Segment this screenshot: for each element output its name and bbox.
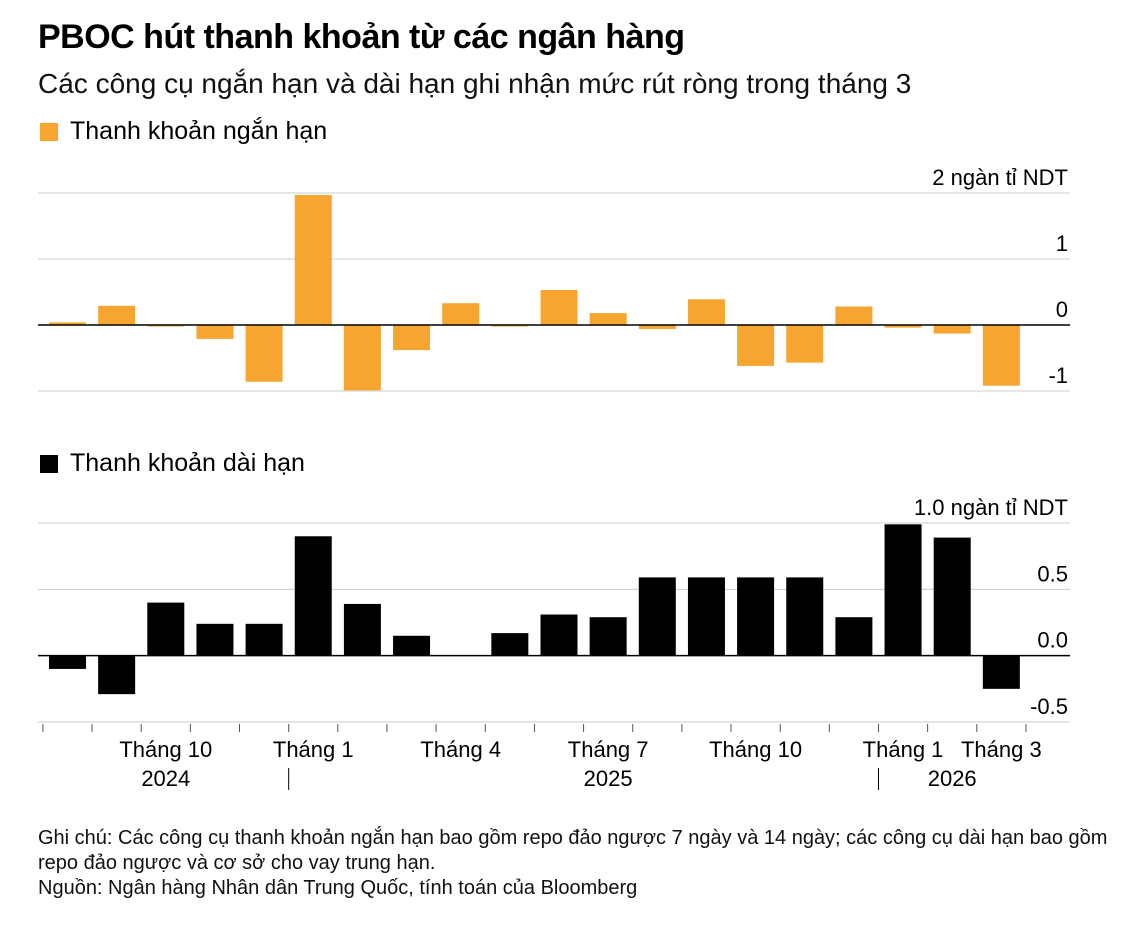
legend-long-swatch (40, 454, 58, 473)
long-bar (540, 614, 578, 656)
long-ytick-label: 0.0 (1037, 628, 1068, 653)
short-bar (687, 299, 725, 325)
short-bar (835, 306, 873, 325)
long-bar (884, 524, 922, 656)
x-month-label: Tháng 3 (961, 737, 1042, 762)
long-bar (737, 577, 775, 656)
short-bar (638, 325, 676, 329)
short-ytick-label: 0 (1056, 297, 1068, 322)
x-year-label: 2024 (141, 766, 190, 791)
short-bar (196, 325, 234, 339)
x-year-label: 2025 (584, 766, 633, 791)
long-ytick-label: 1.0 ngàn tỉ NDT (914, 495, 1068, 520)
chart-title: PBOC hút thanh khoản từ các ngân hàng (38, 18, 685, 56)
legend-short-label: Thanh khoản ngắn hạn (70, 117, 328, 145)
long-bar (982, 655, 1020, 689)
short-bar (393, 325, 431, 351)
legend-long-label: Thanh khoản dài hạn (70, 449, 305, 477)
x-month-label: Tháng 4 (420, 737, 501, 762)
short-bar (786, 325, 824, 363)
short-ytick-label: -1 (1048, 363, 1068, 388)
short-bar (884, 325, 922, 328)
chart-notes: Ghi chú: Các công cụ thanh khoản ngắn hạ… (38, 826, 1118, 901)
long-bar (49, 655, 86, 669)
short-ytick-label: 2 ngàn tỉ NDT (932, 165, 1068, 190)
source-text: Nguồn: Ngân hàng Nhân dân Trung Quốc, tí… (38, 877, 638, 899)
short-bar (49, 322, 86, 325)
long-bar (245, 623, 283, 656)
short-ytick-label: 1 (1056, 231, 1068, 256)
chart-subtitle: Các công cụ ngắn hạn và dài hạn ghi nhận… (38, 68, 912, 99)
long-bar (933, 537, 971, 656)
long-bar (835, 617, 873, 656)
long-bar (294, 536, 332, 656)
short-bar (982, 325, 1020, 386)
short-bar (589, 313, 627, 325)
short-bar (933, 325, 971, 334)
short-bar (442, 303, 480, 325)
x-month-label: Tháng 10 (709, 737, 802, 762)
long-bar (393, 635, 431, 656)
x-month-label: Tháng 10 (119, 737, 212, 762)
long-bar (687, 577, 725, 656)
short-bar (294, 194, 332, 325)
x-month-label: Tháng 1 (863, 737, 944, 762)
x-month-label: Tháng 1 (273, 737, 354, 762)
legend-short-term: Thanh khoản ngắn hạn (40, 117, 327, 146)
long-bar (638, 577, 676, 656)
long-bar (343, 603, 381, 656)
legend-long-term: Thanh khoản dài hạn (40, 449, 305, 478)
short-bar (98, 305, 136, 325)
long-ytick-label: 0.5 (1037, 561, 1068, 586)
long-bar (491, 633, 529, 656)
long-bar (98, 655, 136, 695)
legend-short-swatch (40, 122, 58, 141)
note-text: Ghi chú: Các công cụ thanh khoản ngắn hạ… (38, 827, 1108, 874)
short-bar (245, 325, 283, 382)
short-bar (540, 290, 578, 325)
long-ytick-label: -0.5 (1030, 694, 1068, 719)
short-bar (343, 325, 381, 391)
long-bar (196, 623, 234, 656)
long-bar (147, 602, 185, 656)
long-bar (786, 577, 824, 656)
short-bar (737, 325, 775, 366)
x-year-label: 2026 (928, 766, 977, 791)
x-month-label: Tháng 7 (568, 737, 649, 762)
long-bar (589, 617, 627, 656)
